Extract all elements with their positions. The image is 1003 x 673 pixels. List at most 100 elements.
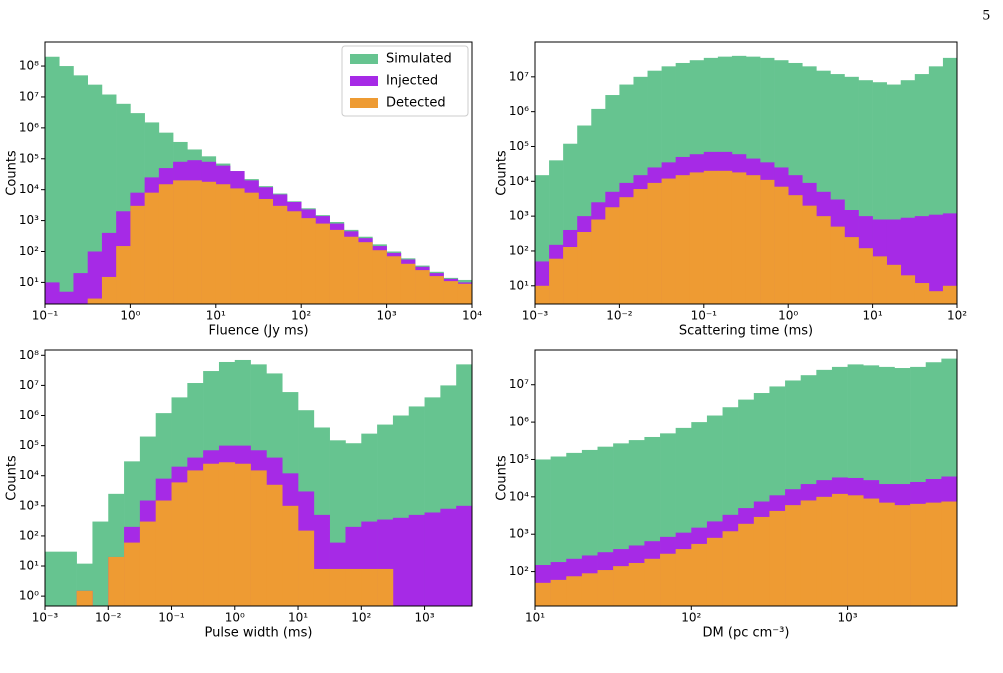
y-tick-label: 10⁵	[509, 139, 529, 153]
x-tick-label: 10²	[681, 611, 701, 625]
y-tick-label: 10¹	[19, 275, 39, 289]
y-tick-label: 10¹	[19, 559, 39, 573]
x-tick-label: 10³	[838, 611, 858, 625]
histogram-bar	[878, 502, 895, 606]
histogram-bar	[769, 510, 786, 606]
histogram-bar	[87, 251, 103, 304]
histogram-bar	[158, 184, 174, 304]
histogram-bar	[785, 505, 802, 606]
axes-frame	[534, 41, 958, 305]
histogram-bar	[550, 579, 567, 606]
x-axis-label: Fluence (Jy ms)	[208, 324, 308, 339]
histogram-bar	[619, 197, 634, 304]
histogram-bar	[203, 463, 220, 606]
histogram-bar	[597, 570, 614, 606]
histogram-bar	[108, 556, 125, 606]
histogram-bar	[928, 291, 944, 304]
histogram-bar	[703, 170, 719, 304]
histogram-bar	[941, 501, 957, 606]
histogram-bar	[535, 582, 551, 606]
x-tick-label: 10⁰	[778, 309, 798, 323]
histogram-bar	[591, 219, 606, 304]
x-tick-label: 10¹	[288, 611, 308, 625]
x-tick-label: 10⁻²	[95, 611, 122, 625]
histogram-bar	[605, 207, 620, 304]
histogram-bar	[886, 264, 902, 304]
y-tick-label: 10⁸	[19, 348, 39, 362]
histogram-bar	[900, 275, 916, 304]
histogram-bar	[201, 181, 217, 304]
histogram-bar	[130, 205, 145, 304]
axes-frame	[44, 349, 473, 607]
y-tick-label: 10³	[509, 209, 529, 223]
legend-label: Simulated	[386, 52, 452, 67]
histogram-bar	[329, 568, 346, 606]
histogram-bar	[301, 218, 316, 304]
x-tick-label: 10⁻²	[606, 309, 633, 323]
histogram-bar	[73, 273, 88, 304]
y-tick-label: 10²	[19, 528, 39, 542]
histogram-bar	[372, 250, 387, 304]
histogram-bar	[745, 175, 761, 304]
y-tick-label: 10⁴	[509, 489, 529, 503]
y-tick-label: 10⁴	[509, 174, 529, 188]
histogram-bar	[76, 590, 93, 606]
histogram-bar	[675, 175, 691, 304]
histogram-bar	[73, 75, 88, 304]
histogram-bar	[171, 482, 188, 606]
histogram-bar	[315, 223, 330, 304]
y-tick-label: 10⁵	[19, 151, 39, 165]
histogram-bar	[914, 283, 930, 304]
x-tick-label: 10⁻³	[32, 611, 59, 625]
histogram-bar	[215, 184, 231, 304]
histogram-bar	[443, 281, 459, 304]
histogram-bar	[738, 523, 755, 606]
y-tick-label: 10³	[509, 527, 529, 541]
histogram-bar	[59, 291, 74, 304]
x-tick-label: 10⁻¹	[32, 309, 59, 323]
histogram-bar	[689, 172, 705, 304]
histogram-bar	[173, 180, 188, 304]
histogram-bar	[286, 211, 302, 304]
histogram-bar	[313, 568, 330, 606]
histogram-bar	[942, 285, 957, 304]
x-tick-label: 10⁴	[462, 309, 482, 323]
histogram-bar	[774, 186, 789, 304]
x-tick-label: 10²	[291, 309, 311, 323]
histogram-bar	[218, 462, 236, 606]
histogram-bar	[549, 258, 564, 304]
histogram-bar	[675, 549, 692, 606]
x-tick-label: 10⁰	[120, 309, 140, 323]
histogram-bar	[59, 66, 74, 304]
y-tick-label: 10²	[509, 243, 529, 257]
x-tick-label: 10⁻¹	[691, 309, 718, 323]
histogram-bar	[535, 285, 550, 304]
histogram-bar	[258, 198, 274, 304]
legend-swatch	[350, 76, 378, 86]
x-axis-label: Pulse width (ms)	[205, 626, 313, 641]
legend-label: Injected	[386, 74, 438, 89]
y-tick-label: 10⁷	[509, 69, 529, 83]
axes-frame	[44, 41, 473, 305]
y-axis-label: Counts	[5, 150, 20, 196]
axes-frame	[534, 349, 958, 607]
histogram-bar	[45, 551, 62, 606]
y-tick-label: 10⁶	[19, 120, 39, 134]
histogram-bar	[392, 517, 410, 606]
histogram-bar	[628, 562, 645, 606]
y-axis-label: Counts	[5, 455, 20, 501]
histogram-bar	[717, 170, 733, 304]
plot-area	[45, 359, 472, 606]
histogram-bar	[847, 495, 864, 606]
histogram-bar	[644, 558, 661, 606]
histogram-bar	[343, 236, 359, 304]
histogram-bar	[45, 282, 60, 304]
histogram-bar	[60, 551, 77, 606]
histogram-bar	[831, 493, 848, 606]
histogram-bar	[872, 256, 887, 304]
histogram-bar	[928, 214, 944, 304]
histogram-bar	[155, 500, 172, 606]
histogram-bar	[722, 531, 739, 606]
histogram-bar	[647, 182, 662, 304]
